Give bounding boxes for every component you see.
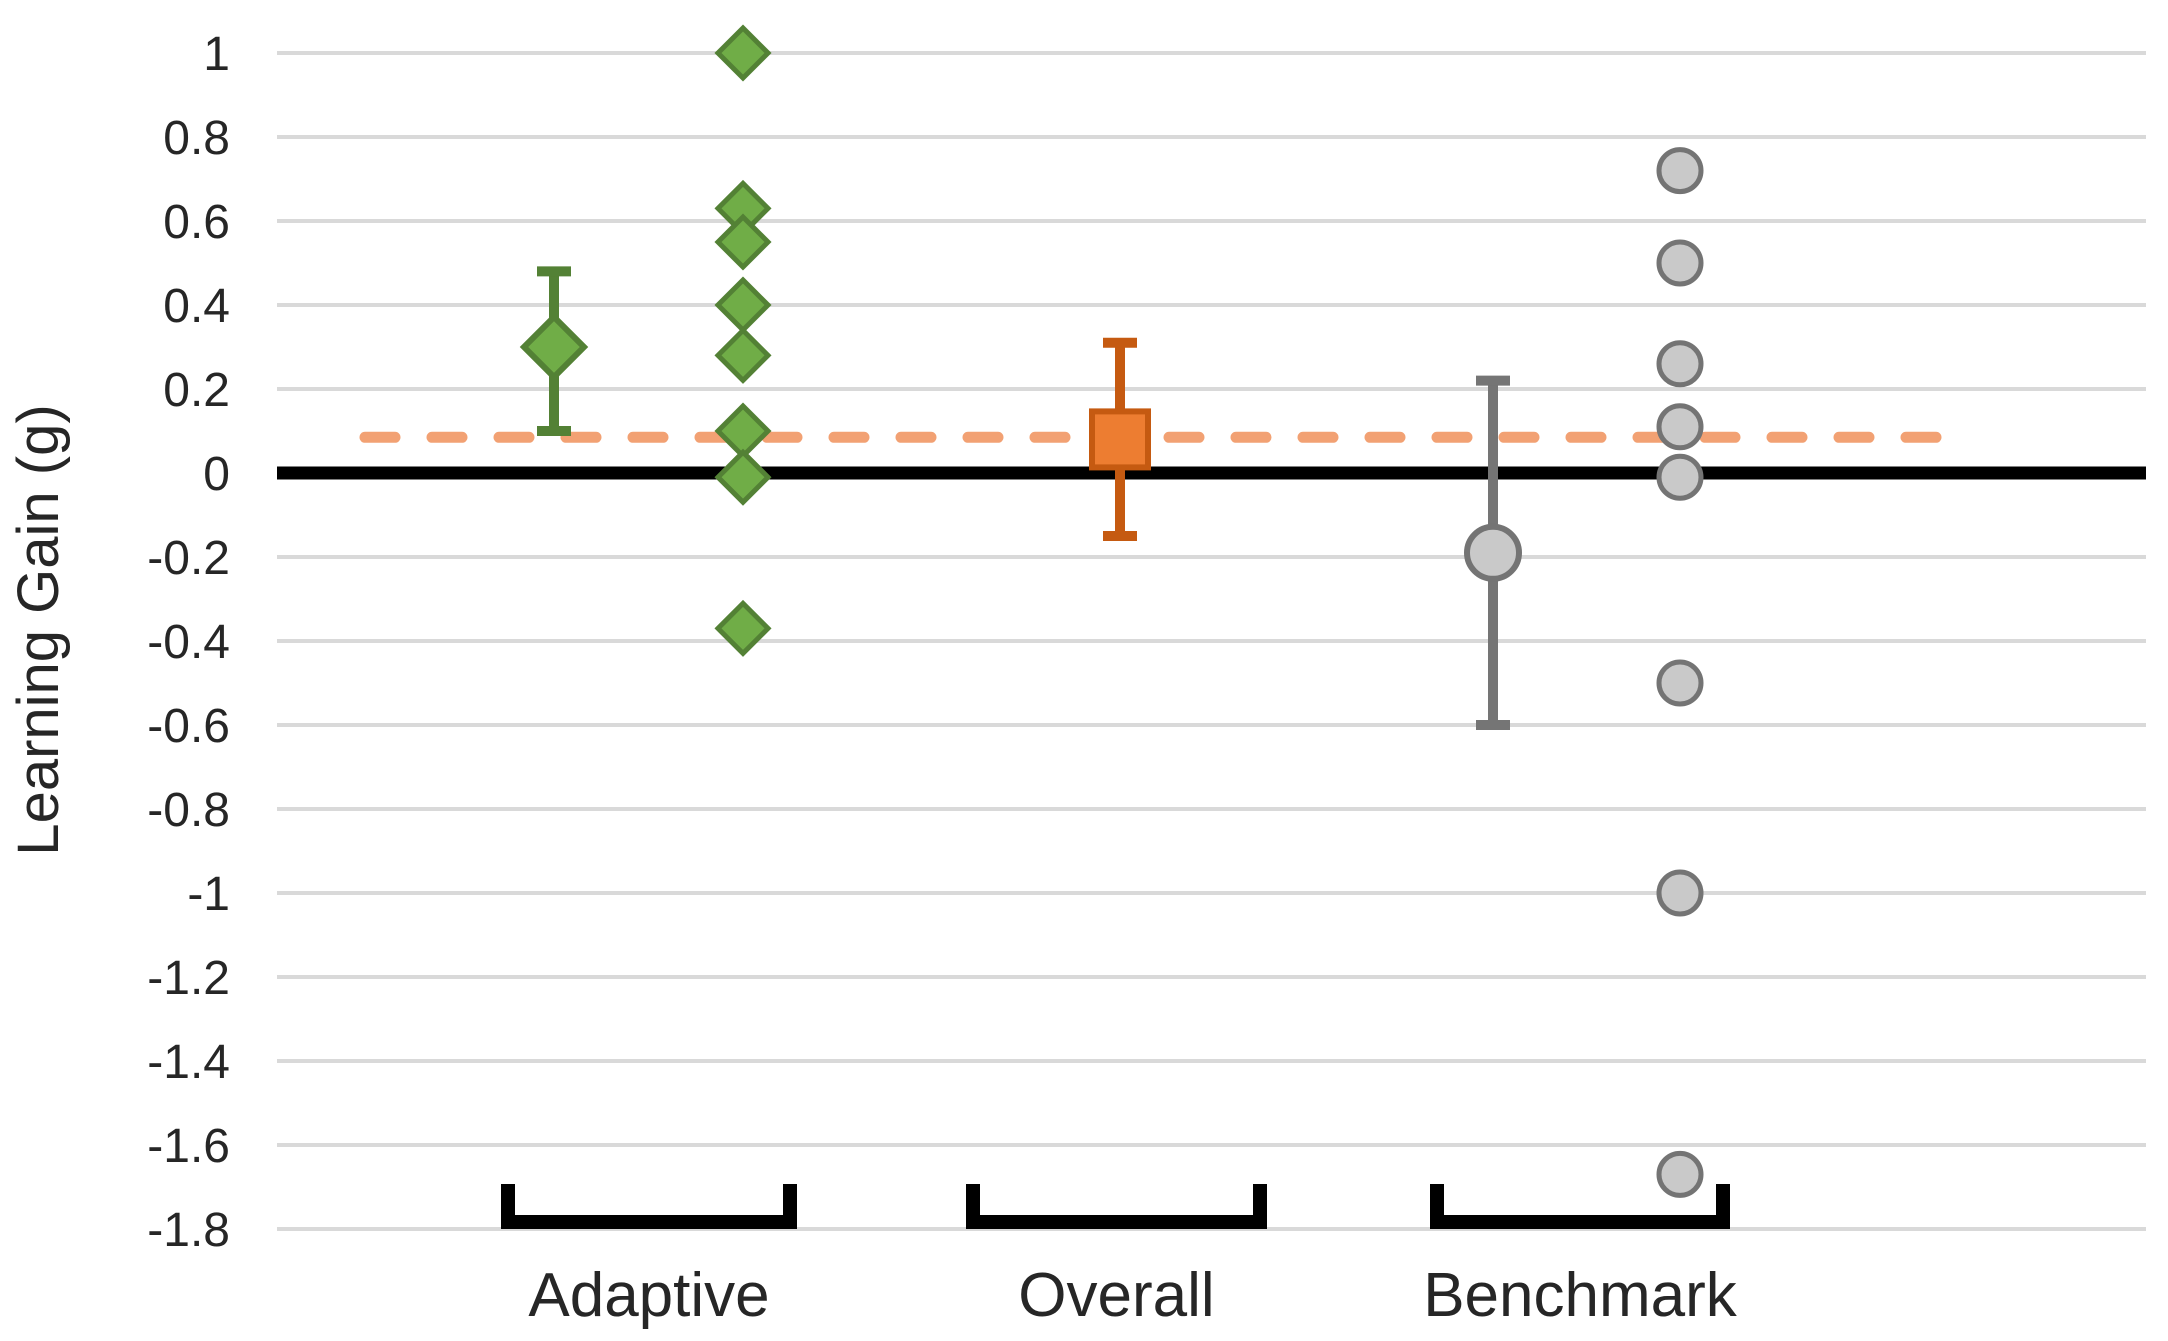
square-marker bbox=[1089, 408, 1151, 471]
y-tick-label: 0 bbox=[203, 448, 230, 501]
circle-marker bbox=[1656, 453, 1704, 501]
circle-marker bbox=[1656, 1150, 1704, 1198]
y-axis-title: Learning Gain (g) bbox=[6, 404, 71, 855]
y-tick-label: -1.6 bbox=[147, 1120, 230, 1173]
circle-marker bbox=[1656, 239, 1704, 287]
y-tick-label: 0.6 bbox=[163, 196, 230, 249]
y-tick-label: 0.4 bbox=[163, 280, 230, 333]
diamond-marker bbox=[714, 448, 772, 506]
y-tick-label: -1.8 bbox=[147, 1204, 230, 1257]
circle-marker bbox=[1656, 869, 1704, 917]
diamond-marker bbox=[714, 402, 772, 460]
group-bracket bbox=[966, 1184, 1267, 1229]
diamond-marker bbox=[714, 213, 772, 271]
group-label: Overall bbox=[1018, 1261, 1214, 1330]
group-bracket bbox=[501, 1184, 797, 1229]
circle-marker bbox=[1656, 403, 1704, 451]
y-tick-label: -0.4 bbox=[147, 616, 230, 669]
y-tick-label: -1.2 bbox=[147, 952, 230, 1005]
y-tick-label-layer: 1 0.8 0.6 0.4 0.2 0 -0.2 -0.4 -0.6 -0.8 -1 -1.2 -1.4… bbox=[147, 28, 230, 1257]
circle-marker bbox=[1656, 340, 1704, 388]
circle-marker bbox=[1464, 523, 1522, 582]
group-label: Adaptive bbox=[528, 1261, 769, 1330]
series-layer bbox=[519, 24, 1704, 1198]
diamond-marker bbox=[714, 276, 772, 334]
y-tick-label: 1 bbox=[203, 28, 230, 81]
group-bracket bbox=[1430, 1184, 1730, 1229]
y-tick-label: -0.6 bbox=[147, 700, 230, 753]
y-tick-label: 0.8 bbox=[163, 112, 230, 165]
grid-layer bbox=[277, 51, 2146, 1231]
group-bracket-layer: Adaptive Overall Benchmark bbox=[501, 1184, 1738, 1330]
y-tick-label: -0.2 bbox=[147, 532, 230, 585]
diamond-marker bbox=[714, 599, 772, 657]
diamond-marker bbox=[714, 24, 772, 82]
diamond-marker bbox=[519, 312, 589, 382]
diamond-marker bbox=[714, 326, 772, 384]
y-tick-label: -1.4 bbox=[147, 1036, 230, 1089]
circle-marker bbox=[1656, 147, 1704, 195]
y-tick-label: -0.8 bbox=[147, 784, 230, 837]
y-tick-label: -1 bbox=[187, 868, 230, 921]
circle-marker bbox=[1656, 659, 1704, 707]
group-label: Benchmark bbox=[1423, 1261, 1738, 1330]
y-tick-label: 0.2 bbox=[163, 364, 230, 417]
